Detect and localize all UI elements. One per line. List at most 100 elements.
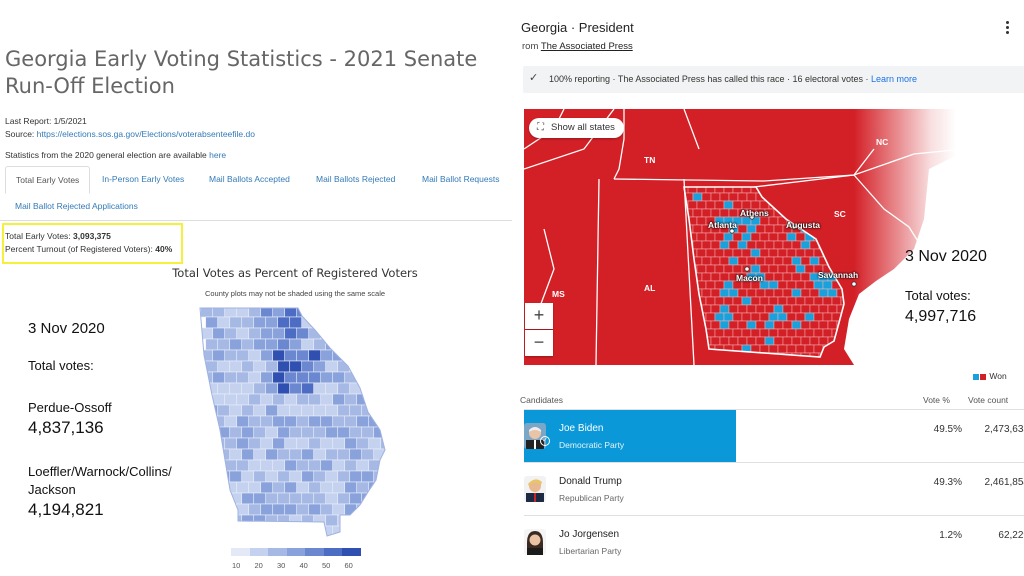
learn-more-link[interactable]: Learn more (871, 74, 918, 84)
tab-total-early-votes[interactable]: Total Early Votes (5, 166, 91, 194)
general-note-link[interactable]: here (209, 150, 227, 160)
county-cell (241, 382, 255, 395)
tab-in-person-early-votes[interactable]: In-Person Early Votes (102, 174, 185, 184)
county-cell (260, 503, 274, 516)
candidate-row-biden[interactable]: ✓ Joe Biden Democratic Party 49.5% 2,473… (524, 410, 1024, 462)
county-cell (791, 352, 802, 357)
county-cell (728, 336, 739, 346)
county-cell (764, 288, 775, 298)
candidate-row-jorgensen[interactable]: Jo Jorgensen Libertarian Party 1.2% 62,2… (524, 516, 1024, 568)
county-cell (278, 537, 290, 545)
county-cell (714, 296, 725, 306)
election-results-map[interactable]: ⛶ Show all states TN NC SC MS AL Athens … (524, 109, 1024, 365)
county-cell (836, 240, 844, 250)
county-cell (684, 336, 694, 346)
county-cell (840, 248, 844, 258)
county-cell (344, 415, 358, 428)
county-cell (200, 371, 214, 384)
county-cell (325, 470, 339, 483)
won-legend: Won (973, 371, 1007, 381)
county-cell (380, 481, 385, 494)
county-cell (350, 537, 362, 545)
county-cell (284, 503, 298, 516)
county-cell (840, 200, 844, 210)
zoom-in-button[interactable]: + (525, 303, 553, 329)
county-cell (248, 327, 262, 340)
county-cell (308, 503, 322, 516)
county-cell (253, 514, 267, 527)
county-cell (284, 371, 298, 384)
county-cell (746, 288, 757, 298)
county-cell (332, 308, 346, 318)
tab-mail-ballots-accepted[interactable]: Mail Ballots Accepted (209, 174, 290, 184)
county-cell (836, 256, 844, 266)
county-cell (248, 393, 262, 406)
county-cell (302, 537, 314, 545)
more-vert-icon[interactable] (1003, 20, 1011, 36)
county-cell (732, 232, 743, 242)
reporting-status-bar: ✓ 100% reporting · The Associated Press … (523, 66, 1024, 93)
county-cell (791, 256, 802, 266)
county-cell (764, 192, 775, 202)
county-cell (380, 349, 385, 362)
county-cell (827, 192, 838, 202)
candidate-row-trump[interactable]: Donald Trump Republican Party 49.3% 2,46… (524, 463, 1024, 515)
county-cell (786, 344, 797, 354)
county-cell (301, 360, 315, 373)
county-cell (248, 349, 262, 362)
county-cell (827, 352, 838, 357)
county-cell (701, 192, 712, 202)
county-cell (332, 371, 346, 384)
county-cell (732, 328, 743, 338)
county-cell (777, 296, 788, 306)
county-cell (822, 296, 833, 306)
loeffler-warnock-label-line2: Jackson (28, 482, 76, 497)
associated-press-link[interactable]: The Associated Press (540, 41, 633, 52)
total-early-votes-label: Total Early Votes: (5, 231, 74, 241)
show-all-states-button[interactable]: ⛶ Show all states (529, 118, 624, 138)
check-icon: ✓ (529, 72, 539, 84)
county-cell (755, 256, 766, 266)
map-fade (854, 109, 1024, 365)
county-cell (684, 288, 694, 298)
left-overlay-date: 3 Nov 2020 (28, 320, 105, 337)
city-label-augusta: Augusta (786, 220, 820, 230)
state-label-ms: MS (552, 289, 565, 299)
county-cell (755, 336, 766, 346)
county-cell (206, 537, 218, 545)
county-cell (301, 382, 315, 395)
county-cell (705, 296, 716, 306)
county-cell (714, 280, 725, 290)
county-cell (813, 328, 824, 338)
county-cell (205, 514, 219, 527)
county-cell (241, 338, 255, 351)
county-cell (308, 437, 322, 450)
county-cell (229, 338, 243, 351)
county-cell (692, 336, 703, 346)
county-cell (373, 316, 385, 329)
tab-mail-ballot-rejected-applications[interactable]: Mail Ballot Rejected Applications (15, 201, 138, 211)
county-cell (755, 224, 766, 234)
county-cell (200, 437, 214, 450)
map-subtitle: County plots may not be shaded using the… (204, 289, 386, 298)
county-cell (260, 437, 274, 450)
map-title: Total Votes as Percent of Registered Vot… (172, 266, 418, 280)
county-cell (212, 481, 226, 494)
county-cell (746, 224, 757, 234)
county-cell (831, 187, 842, 194)
county-cell (818, 336, 829, 346)
county-cell (684, 224, 694, 234)
county-cell (701, 256, 712, 266)
county-cell (380, 525, 385, 536)
zoom-out-button[interactable]: − (525, 330, 553, 356)
county-cell (301, 426, 315, 439)
county-cell (236, 437, 250, 450)
county-cell (701, 336, 712, 346)
tab-mail-ballot-requests[interactable]: Mail Ballot Requests (422, 174, 500, 184)
county-cell (800, 240, 811, 250)
source-link[interactable]: https://elections.sos.ga.gov/Elections/v… (36, 129, 255, 139)
county-cell (840, 312, 844, 322)
tab-mail-ballots-rejected[interactable]: Mail Ballots Rejected (316, 174, 396, 184)
county-cell (818, 320, 829, 330)
row-divider (524, 515, 1024, 516)
